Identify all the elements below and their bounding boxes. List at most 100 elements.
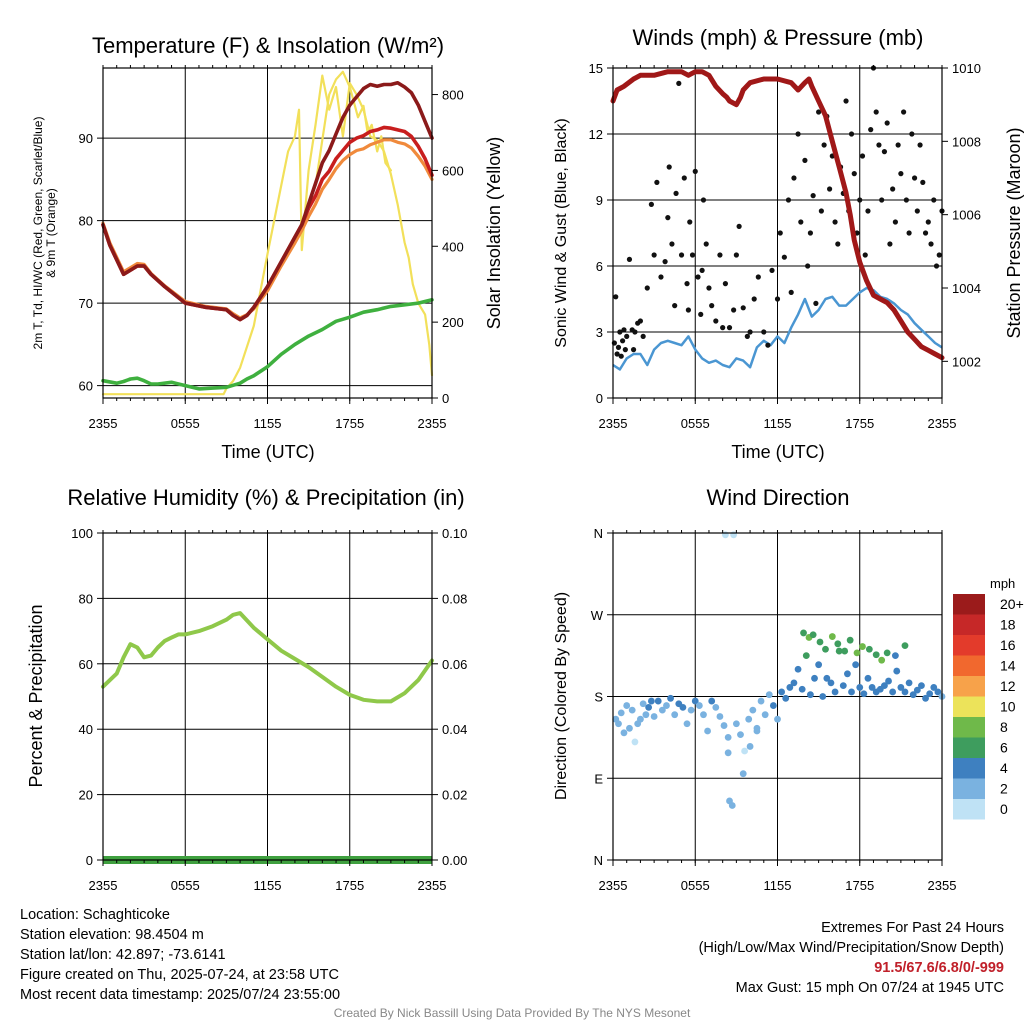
legend-label: 2 [1000,781,1008,797]
direction-point [617,709,625,717]
legend-swatch [953,717,985,738]
direction-point [712,704,720,711]
y-tick-label: 40 [79,722,93,737]
y2-tick-label: 1006 [952,208,981,223]
gust-point [843,98,849,104]
direction-point [864,674,872,682]
y2-tick-label: 1010 [952,61,981,76]
y2-tick-label: 0.00 [442,853,467,868]
y2-tick-label: 0.08 [442,591,467,606]
gust-point [909,131,915,137]
direction-point [913,686,921,694]
direction-point [642,711,650,719]
y2-tick-label: 0.06 [442,657,467,672]
gust-point [747,329,753,335]
gust-point [769,267,775,273]
gust-point [925,219,931,225]
gust-point [703,241,709,247]
direction-point [667,694,674,702]
direction-point [794,665,802,673]
gust-point [914,208,920,214]
direction-point [631,738,639,746]
gust-point [630,347,637,353]
legend-label: 20+ [1000,596,1024,612]
gust-point [879,197,885,203]
y2-tick-label: 200 [442,315,464,330]
direction-point [778,688,786,696]
direction-point [930,684,938,691]
panel-3: 2355 0555 1155 1755 2355 0 20 40 60 80 100 0.00 0.02… [26,485,467,893]
legend-label: 12 [1000,678,1016,694]
direction-point [650,713,658,720]
direction-point [628,706,636,714]
direction-point [868,684,876,691]
direction-point [704,727,711,735]
direction-point [883,649,891,657]
direction-point [626,724,633,732]
gust-point [617,329,623,335]
gust-point [644,285,650,291]
y2-tick-label: 1002 [952,354,981,369]
gust-point [637,318,644,324]
gust-point [662,259,668,265]
direction-point [822,645,829,653]
direction-point [859,643,866,650]
direction-point [815,661,823,669]
legend-swatch [953,676,985,697]
extremes-values: 91.5/67.6/6.8/0/-999 [874,960,1004,976]
gust-point [920,179,926,185]
y2-tick-label: 400 [442,239,464,254]
direction-point [934,688,942,696]
y-tick-label: 60 [79,657,93,672]
gust-point [736,223,742,229]
gust-point [810,193,816,199]
panel-1: 2355 0555 1155 1755 2355 60 70 80 90 0 200 400 600 80… [31,33,504,462]
direction-point [865,645,873,653]
gust-point [857,197,863,203]
gust-point [640,333,646,339]
direction-point [901,642,909,650]
direction-point [746,743,754,750]
gust-point [665,215,671,221]
direction-point [761,711,769,719]
credit-line: Created By Nick Bassill Using Data Provi… [333,1006,691,1020]
legend-label: 16 [1000,637,1016,653]
direction-point [835,647,843,655]
direction-point [831,688,839,696]
direction-point [802,652,810,660]
y-tick-label: 90 [79,131,93,146]
gust-point [876,142,882,148]
gust-point [868,127,874,133]
gust-point [699,267,705,273]
direction-point [844,670,851,678]
y-tick-label: 0 [86,853,93,868]
direction-point [700,711,707,719]
direction-point [839,682,847,689]
gust-point [651,252,657,258]
legend-swatch [953,737,985,758]
gust-point [615,344,622,350]
direction-point [853,649,861,657]
legend-swatch [953,655,985,676]
y-tick-label: 12 [589,127,603,142]
direction-point [782,694,790,702]
gust-point [906,230,912,236]
direction-point [828,633,836,640]
direction-point [798,685,806,693]
legend-label: 0 [1000,801,1008,817]
speed-legend: mph 20+ 18 16 14 12 10 8 6 4 2 0 [953,576,1024,820]
direction-point [901,688,909,696]
direction-point [897,684,905,691]
y-tick-label: 80 [79,591,93,606]
direction-point [639,700,647,708]
extremes-heading: Extremes For Past 24 Hours [821,920,1004,936]
direction-point [654,697,662,705]
y-axis-label-line: 2m T, Td, HI/WC (Red, Green, Scarlet/Blu… [31,117,45,350]
gust-point [895,142,901,148]
direction-point [816,638,824,646]
y-tick-label: 6 [596,259,603,274]
direction-point [841,647,849,655]
figure-created: Figure created on Thu, 2025-07-24, at 23… [20,967,339,983]
gust-point [613,294,619,300]
